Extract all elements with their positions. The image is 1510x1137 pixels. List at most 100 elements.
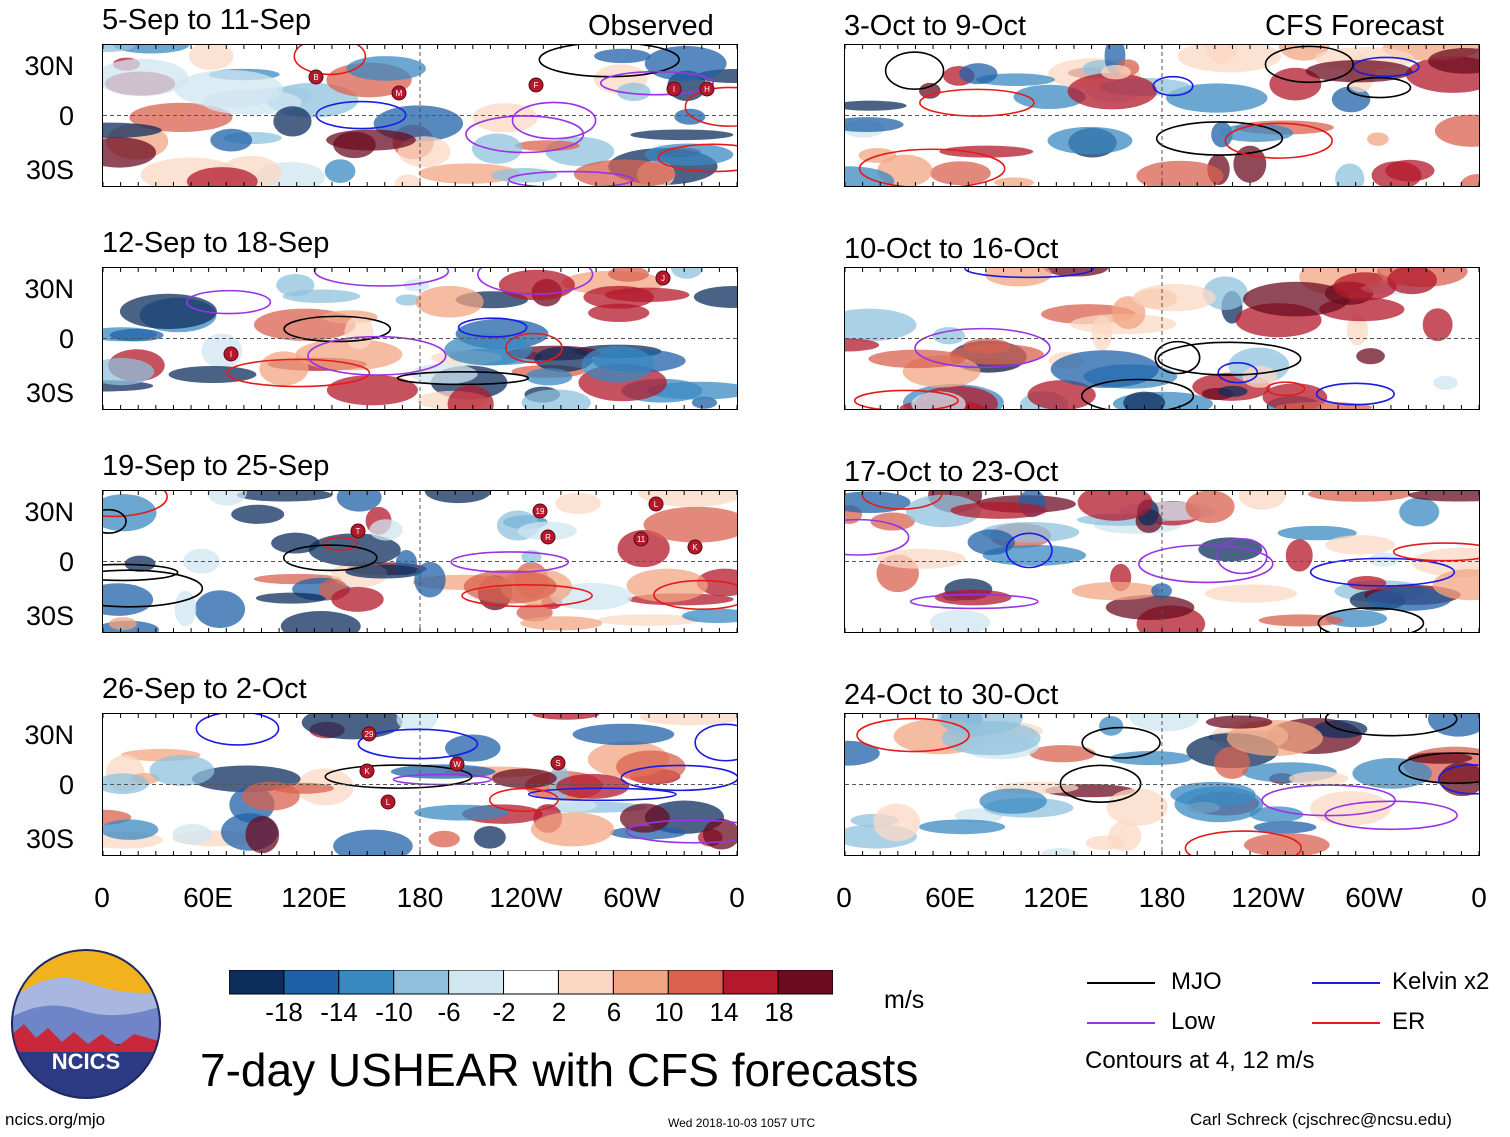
storm-marker-label: I [230,350,232,359]
shading-blob [1460,173,1479,186]
contour-line [1309,557,1456,587]
lon-label: 180 [396,882,444,913]
shading-blob [1310,791,1391,826]
shading-blob [845,100,907,111]
lon-label: 120W [1231,882,1305,913]
shading-blob [1399,497,1440,527]
shading-blob [1347,576,1387,591]
contour-line [861,491,943,510]
contour-line [457,317,528,338]
shading-blob [693,285,737,308]
shading-blob [905,494,981,528]
shading-blob [674,108,706,125]
shading-blob [188,45,234,71]
shading-blob [845,740,880,766]
contour-line [914,327,1051,369]
shading-blob [174,590,197,627]
ncics-logo: NCICS [10,948,162,1105]
storm-marker-label: M [396,89,403,98]
panel-title-obs-4: 26-Sep to 2-Oct [102,673,307,705]
shading-blob [119,293,217,329]
footer-url[interactable]: ncics.org/mjo [5,1110,106,1129]
shading-blob [1203,276,1248,311]
shading-blob [552,799,597,812]
shading-blob [103,122,162,138]
shading-blob [918,819,1006,835]
shading-blob [326,129,416,151]
colorbar-label: 2 [551,997,567,1027]
logo-text: NCICS [52,1049,120,1074]
legend-line-er [1312,1022,1380,1024]
shading-field [845,268,1468,409]
map-obs-3: T 19 R L 11 K [102,490,738,633]
contour-line [450,551,570,573]
shading-blob [324,159,356,183]
shading-blob [950,502,1048,519]
shading-blob [532,714,600,720]
shading-blob [394,174,422,186]
shading-blob [271,532,320,554]
contour-line [1184,830,1303,855]
contour-line [195,714,280,746]
shading-blob [186,167,258,186]
shading-blob [168,366,257,383]
shading-blob [1047,126,1133,155]
colorbar [228,969,834,1000]
shading-blob [273,106,312,137]
contour-line [1324,714,1458,737]
shading-blob [1277,525,1357,541]
colorbar-label: -2 [492,997,516,1027]
colorbar-cell [393,969,450,995]
shading-blob [1242,365,1278,388]
storm-marker: I [666,81,682,97]
lon-label: 120E [281,882,347,913]
lon-label: 60E [183,882,233,913]
shading-blob [1253,821,1317,834]
shading-blob [207,491,247,506]
shading-blob [994,177,1035,186]
contour-line [1224,122,1333,159]
shading-blob [280,611,361,632]
lon-label: 120E [1023,882,1089,913]
storm-marker: H [699,81,715,97]
shading-blob [129,102,233,132]
shading-blob [103,773,149,795]
contour-line [856,717,970,753]
contour-line [1315,382,1395,406]
storm-marker-label: L [386,798,391,807]
contour-line [919,88,1035,117]
shading-field [845,45,1479,186]
shading-blob [597,614,700,626]
contour-line [511,101,597,140]
shading-blob [630,129,734,141]
lon-label: 60W [1345,882,1403,913]
shading-blob [1226,720,1324,757]
lon-label: 0 [729,882,745,913]
shading-blob [1335,163,1365,186]
lon-label: 0 [94,882,110,913]
shading-blob [1331,86,1371,113]
map-obs-4: 29 K W S L [102,713,738,856]
contour-line [694,723,737,762]
shading-blob [967,529,1015,555]
shading-blob [555,492,602,515]
shading-blob [1099,716,1124,736]
storm-marker-label: B [313,73,318,82]
contour-line [396,371,530,386]
contour-line [103,569,204,608]
shading-blob [241,781,300,811]
contour-line [1217,361,1259,384]
shading-blob [369,519,403,541]
shading-blob [414,804,510,821]
shading-blob [255,592,327,604]
lat-label: 0 [58,770,74,800]
storm-marker-label: J [661,274,665,283]
lon-label: 120W [489,882,563,913]
colorbar-cell [448,969,505,995]
colorbar-cell [338,969,395,995]
contour-line [599,70,714,96]
shading-blob [308,533,401,567]
legend-label-mjo: MJO [1171,968,1222,995]
lat-label: 30S [25,155,74,185]
storm-marker: M [391,85,407,101]
